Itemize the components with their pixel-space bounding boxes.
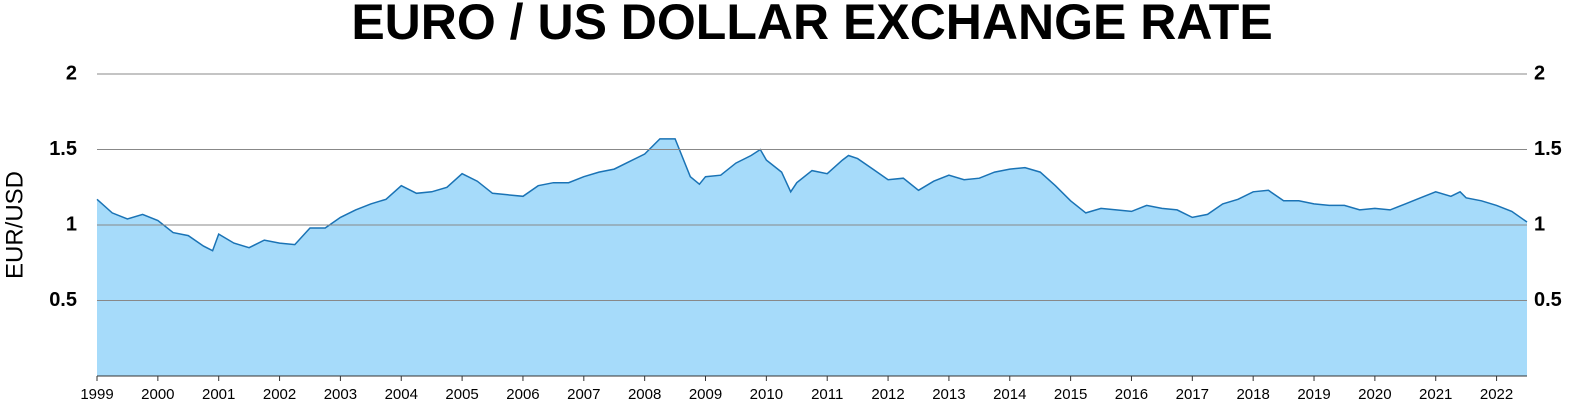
x-tick-label: 2006 xyxy=(506,386,539,403)
x-tick-label: 2019 xyxy=(1297,386,1330,403)
x-tick-label: 2014 xyxy=(993,386,1026,403)
y2-tick-label: 1 xyxy=(1534,213,1545,235)
chart-title: EURO / US DOLLAR EXCHANGE RATE xyxy=(351,0,1272,50)
x-tick-label: 2015 xyxy=(1054,386,1087,403)
y2-tick-label: 0.5 xyxy=(1534,289,1562,311)
x-tick-label: 2002 xyxy=(263,386,296,403)
x-tick-label: 2021 xyxy=(1419,386,1452,403)
x-tick-label: 2003 xyxy=(324,386,357,403)
y-tick-label: 2 xyxy=(66,62,77,84)
x-tick-label: 2004 xyxy=(385,386,418,403)
area-fill xyxy=(97,138,1527,376)
y-tick-label: 1.5 xyxy=(49,138,77,160)
x-tick-label: 2012 xyxy=(871,386,904,403)
x-tick-label: 2022 xyxy=(1480,386,1513,403)
x-tick-label: 2020 xyxy=(1358,386,1391,403)
x-tick-label: 2017 xyxy=(1176,386,1209,403)
y-tick-label: 1 xyxy=(66,213,77,235)
x-tick-label: 2011 xyxy=(811,386,843,403)
area-line xyxy=(96,138,1528,252)
y-tick-label: 0.5 xyxy=(49,289,77,311)
y2-tick-label: 1.5 xyxy=(1534,138,1562,160)
x-tick-label: 2009 xyxy=(689,386,722,403)
y-axis-title: EUR/USD xyxy=(1,171,28,279)
x-tick-label: 2001 xyxy=(202,386,235,403)
x-tick-label: 2005 xyxy=(445,386,478,403)
x-tick-label: 2018 xyxy=(1236,386,1269,403)
x-tick-label: 2010 xyxy=(750,386,783,403)
x-tick-label: 2007 xyxy=(567,386,600,403)
x-tick-label: 2000 xyxy=(141,386,174,403)
x-tick-label: 2016 xyxy=(1115,386,1148,403)
x-tick-label: 2008 xyxy=(628,386,661,403)
x-tick-label: 2013 xyxy=(932,386,965,403)
y2-tick-label: 2 xyxy=(1534,62,1545,84)
x-tick-label: 1999 xyxy=(80,386,113,403)
